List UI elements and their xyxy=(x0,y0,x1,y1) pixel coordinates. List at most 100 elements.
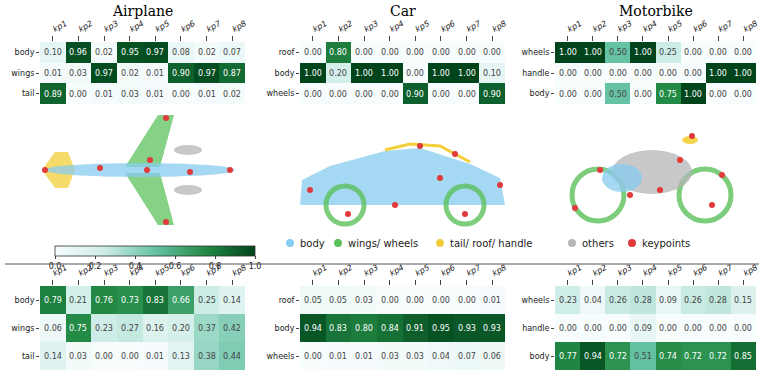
svg-text:0.75: 0.75 xyxy=(659,90,677,99)
svg-text:body: body xyxy=(15,296,35,305)
svg-text:0.00: 0.00 xyxy=(559,69,577,78)
svg-text:tail/ roof/ handle: tail/ roof/ handle xyxy=(450,238,532,249)
svg-text:1.00: 1.00 xyxy=(304,69,322,78)
svg-text:0.15: 0.15 xyxy=(734,296,752,305)
svg-text:kp7: kp7 xyxy=(205,18,223,34)
svg-text:kp8: kp8 xyxy=(742,263,759,278)
svg-text:handle: handle xyxy=(522,324,549,333)
svg-text:wheels: wheels xyxy=(522,48,550,57)
svg-text:0.00: 0.00 xyxy=(432,90,450,99)
svg-text:0.14: 0.14 xyxy=(44,352,62,361)
svg-text:0.00: 0.00 xyxy=(559,324,577,333)
svg-text:kp6: kp6 xyxy=(179,263,196,278)
svg-text:kp7: kp7 xyxy=(465,262,483,278)
svg-text:0.87: 0.87 xyxy=(223,69,241,78)
svg-text:kp8: kp8 xyxy=(491,263,508,278)
svg-text:0.00: 0.00 xyxy=(483,48,501,57)
svg-text:keypoints: keypoints xyxy=(642,238,690,249)
svg-text:0.13: 0.13 xyxy=(172,352,190,361)
svg-text:kp5: kp5 xyxy=(154,19,171,34)
svg-text:kp1: kp1 xyxy=(311,19,328,34)
svg-text:0.26: 0.26 xyxy=(684,296,702,305)
svg-text:0.6: 0.6 xyxy=(169,262,182,271)
svg-text:wings: wings xyxy=(11,69,34,78)
svg-text:wings: wings xyxy=(11,324,34,333)
svg-text:0.00: 0.00 xyxy=(458,90,476,99)
svg-text:0.03: 0.03 xyxy=(69,69,87,78)
svg-text:kp7: kp7 xyxy=(465,18,483,34)
svg-text:kp4: kp4 xyxy=(388,263,405,278)
svg-text:1.00: 1.00 xyxy=(355,69,373,78)
svg-text:0.01: 0.01 xyxy=(146,69,164,78)
svg-text:0.00: 0.00 xyxy=(406,48,424,57)
svg-text:kp4: kp4 xyxy=(388,19,405,34)
svg-text:0.04: 0.04 xyxy=(584,296,602,305)
svg-text:Car: Car xyxy=(390,3,416,19)
svg-text:1.00: 1.00 xyxy=(709,69,727,78)
svg-text:0.21: 0.21 xyxy=(69,296,87,305)
svg-text:0.03: 0.03 xyxy=(355,296,373,305)
svg-text:0.09: 0.09 xyxy=(659,296,677,305)
svg-text:0.00: 0.00 xyxy=(734,48,752,57)
svg-text:0.20: 0.20 xyxy=(172,324,190,333)
svg-text:0.00: 0.00 xyxy=(684,48,702,57)
svg-text:0.00: 0.00 xyxy=(684,69,702,78)
svg-text:kp6: kp6 xyxy=(179,19,196,34)
svg-text:0.05: 0.05 xyxy=(304,296,322,305)
svg-text:0.00: 0.00 xyxy=(709,90,727,99)
svg-text:0.03: 0.03 xyxy=(406,352,424,361)
svg-text:roof: roof xyxy=(279,48,295,57)
svg-text:0.72: 0.72 xyxy=(684,352,702,361)
svg-text:kp6: kp6 xyxy=(692,263,709,278)
svg-text:kp4: kp4 xyxy=(641,263,658,278)
svg-text:kp4: kp4 xyxy=(128,19,145,34)
svg-text:1.00: 1.00 xyxy=(559,48,577,57)
svg-text:0.97: 0.97 xyxy=(198,69,216,78)
svg-text:0.66: 0.66 xyxy=(172,296,190,305)
svg-text:0.51: 0.51 xyxy=(634,352,652,361)
svg-text:0.73: 0.73 xyxy=(121,296,139,305)
svg-text:tail: tail xyxy=(22,89,34,98)
svg-text:0.75: 0.75 xyxy=(69,324,87,333)
svg-text:0.8: 0.8 xyxy=(209,262,222,271)
svg-text:0.00: 0.00 xyxy=(659,324,677,333)
svg-text:0.25: 0.25 xyxy=(198,296,216,305)
svg-text:0.01: 0.01 xyxy=(483,296,501,305)
svg-text:0.00: 0.00 xyxy=(304,90,322,99)
svg-text:0.01: 0.01 xyxy=(44,69,62,78)
svg-text:0.84: 0.84 xyxy=(381,324,399,333)
svg-text:0.09: 0.09 xyxy=(634,324,652,333)
svg-text:0.00: 0.00 xyxy=(584,69,602,78)
svg-text:0.01: 0.01 xyxy=(329,352,347,361)
svg-text:0.72: 0.72 xyxy=(709,352,727,361)
svg-text:0.89: 0.89 xyxy=(44,90,62,99)
svg-text:0.28: 0.28 xyxy=(634,296,652,305)
svg-text:kp2: kp2 xyxy=(77,19,94,34)
svg-text:0.03: 0.03 xyxy=(381,352,399,361)
svg-text:kp5: kp5 xyxy=(414,19,431,34)
svg-text:kp7: kp7 xyxy=(717,262,735,278)
svg-text:0.16: 0.16 xyxy=(146,324,164,333)
svg-text:wheels: wheels xyxy=(267,89,295,98)
svg-text:0.00: 0.00 xyxy=(684,324,702,333)
svg-text:0.90: 0.90 xyxy=(406,90,424,99)
svg-text:kp3: kp3 xyxy=(363,263,380,278)
svg-text:0.95: 0.95 xyxy=(432,324,450,333)
svg-text:kp1: kp1 xyxy=(51,263,68,278)
svg-text:kp2: kp2 xyxy=(591,263,608,278)
svg-text:kp2: kp2 xyxy=(77,263,94,278)
svg-text:kp6: kp6 xyxy=(439,19,456,34)
svg-text:kp3: kp3 xyxy=(103,263,120,278)
svg-text:0.93: 0.93 xyxy=(483,324,501,333)
svg-text:0.00: 0.00 xyxy=(355,90,373,99)
svg-text:kp5: kp5 xyxy=(414,263,431,278)
svg-text:0.90: 0.90 xyxy=(483,90,501,99)
svg-text:0.02: 0.02 xyxy=(121,69,139,78)
svg-text:0.23: 0.23 xyxy=(95,324,113,333)
svg-text:kp2: kp2 xyxy=(337,19,354,34)
svg-text:0.00: 0.00 xyxy=(609,324,627,333)
svg-text:0.97: 0.97 xyxy=(95,69,113,78)
svg-text:0.94: 0.94 xyxy=(304,324,322,333)
svg-text:0.07: 0.07 xyxy=(223,48,241,57)
svg-text:0.00: 0.00 xyxy=(304,352,322,361)
